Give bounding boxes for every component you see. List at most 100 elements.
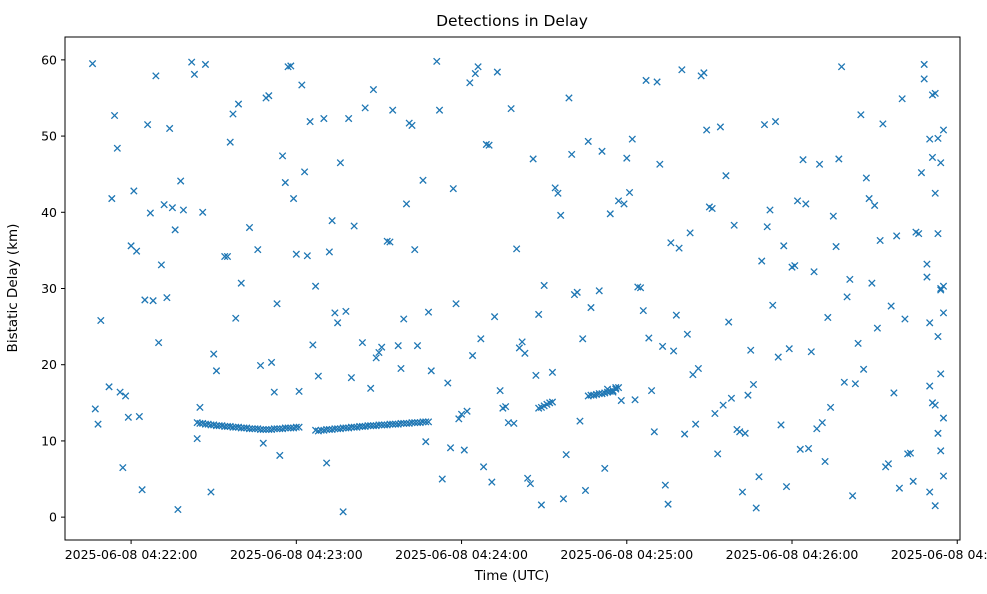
- x-marker: [226, 138, 234, 146]
- x-marker: [562, 450, 570, 459]
- x-marker: [298, 81, 306, 89]
- x-axis-ticks: 2025-06-08 04:22:00 2025-06-08 04:23:00 20…: [65, 540, 987, 562]
- x-marker: [826, 403, 835, 412]
- x-marker: [179, 206, 188, 214]
- x-marker: [411, 418, 419, 427]
- x-marker: [369, 85, 378, 94]
- x-marker: [736, 428, 744, 436]
- x-marker: [259, 425, 267, 434]
- x-marker: [143, 120, 152, 129]
- x-marker: [917, 168, 926, 177]
- x-marker: [573, 288, 581, 296]
- y-tick-label: 60: [41, 52, 57, 67]
- x-marker: [884, 460, 893, 468]
- x-marker: [804, 444, 813, 453]
- x-marker: [876, 236, 884, 245]
- x-marker: [664, 500, 672, 508]
- x-marker: [893, 232, 901, 240]
- x-marker: [256, 361, 265, 370]
- x-marker: [402, 200, 411, 208]
- x-marker: [331, 425, 339, 433]
- x-marker: [210, 350, 218, 358]
- x-marker: [758, 257, 766, 265]
- x-marker: [444, 379, 452, 387]
- x-marker: [862, 174, 871, 182]
- x-marker: [364, 422, 372, 430]
- x-marker: [411, 245, 419, 254]
- x-marker: [898, 95, 906, 103]
- x-marker: [606, 210, 614, 218]
- y-tick-label: 30: [41, 281, 57, 296]
- x-marker: [683, 330, 692, 338]
- x-marker: [331, 309, 339, 317]
- x-marker: [937, 447, 945, 455]
- x-marker: [859, 365, 868, 373]
- x-marker: [617, 396, 625, 405]
- x-tick-label: 2025-06-08 04:25:00: [560, 547, 693, 562]
- x-marker: [306, 117, 314, 126]
- x-marker: [689, 370, 697, 379]
- x-marker: [262, 425, 270, 434]
- x-marker: [177, 177, 185, 185]
- x-marker: [939, 282, 948, 290]
- x-marker: [554, 189, 562, 197]
- x-marker: [193, 434, 201, 443]
- x-marker: [568, 150, 576, 159]
- x-marker: [512, 245, 521, 253]
- x-marker: [322, 425, 331, 434]
- x-marker: [466, 79, 474, 87]
- x-marker: [840, 378, 848, 386]
- x-marker: [923, 273, 931, 281]
- x-marker: [821, 457, 829, 466]
- x-marker: [457, 410, 466, 418]
- x-marker: [785, 345, 793, 353]
- x-marker: [207, 488, 215, 496]
- x-marker: [413, 341, 422, 350]
- x-marker: [939, 414, 948, 422]
- x-marker: [347, 374, 356, 382]
- x-marker: [691, 420, 700, 428]
- x-marker: [771, 117, 780, 126]
- x-marker: [656, 160, 664, 168]
- x-marker: [799, 156, 807, 164]
- x-marker: [221, 422, 229, 431]
- x-marker: [557, 211, 565, 219]
- x-marker: [832, 242, 840, 251]
- x-marker: [336, 159, 345, 167]
- x-marker: [650, 428, 658, 436]
- x-marker: [171, 226, 179, 234]
- x-marker: [529, 155, 537, 163]
- x-marker: [653, 78, 661, 86]
- x-marker: [265, 92, 273, 100]
- x-marker: [97, 316, 105, 325]
- x-marker: [254, 245, 262, 254]
- x-marker: [846, 275, 854, 284]
- x-marker: [658, 342, 667, 351]
- x-marker: [138, 486, 146, 494]
- x-marker: [188, 58, 196, 66]
- x-marker: [270, 388, 278, 396]
- x-marker: [311, 282, 320, 290]
- x-marker: [314, 372, 323, 380]
- x-marker: [934, 332, 942, 341]
- x-marker: [642, 76, 650, 85]
- x-marker: [389, 106, 397, 114]
- x-marker: [422, 438, 430, 446]
- x-marker: [725, 318, 733, 326]
- x-marker: [796, 445, 804, 453]
- x-marker: [276, 451, 284, 460]
- x-marker: [152, 72, 160, 80]
- x-marker: [273, 425, 281, 433]
- x-marker: [397, 419, 405, 428]
- x-marker: [934, 134, 942, 143]
- x-marker: [576, 417, 584, 425]
- x-marker: [237, 424, 245, 432]
- x-marker: [923, 260, 931, 268]
- data-points: [88, 57, 948, 516]
- x-marker: [295, 387, 303, 396]
- x-marker: [614, 383, 623, 392]
- x-marker: [237, 279, 245, 287]
- x-marker: [463, 407, 471, 415]
- x-marker: [287, 62, 295, 70]
- x-marker: [926, 488, 934, 496]
